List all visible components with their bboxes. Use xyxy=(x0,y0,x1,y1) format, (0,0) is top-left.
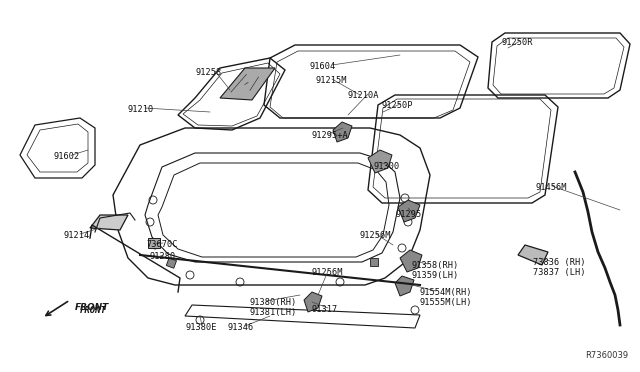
Text: 91346: 91346 xyxy=(228,323,254,332)
Text: 91295: 91295 xyxy=(396,210,422,219)
Text: FRONT: FRONT xyxy=(80,306,107,315)
Text: FRONT: FRONT xyxy=(75,303,109,312)
Text: 91602: 91602 xyxy=(54,152,80,161)
Text: 91210A: 91210A xyxy=(348,91,380,100)
Text: 91295+A: 91295+A xyxy=(311,131,348,140)
Bar xyxy=(148,238,160,248)
Polygon shape xyxy=(368,150,392,173)
Polygon shape xyxy=(395,276,414,296)
Text: 91214: 91214 xyxy=(63,231,89,240)
Text: 73836 (RH): 73836 (RH) xyxy=(533,258,586,267)
Text: 91380(RH): 91380(RH) xyxy=(249,298,296,307)
Text: 91258: 91258 xyxy=(195,68,221,77)
Text: 91359(LH): 91359(LH) xyxy=(411,271,458,280)
Text: 91358(RH): 91358(RH) xyxy=(411,261,458,270)
Text: 91381(LH): 91381(LH) xyxy=(249,308,296,317)
Text: 91380E: 91380E xyxy=(185,323,216,332)
Text: 73837 (LH): 73837 (LH) xyxy=(533,268,586,277)
Text: 91456M: 91456M xyxy=(535,183,566,192)
Bar xyxy=(166,258,177,268)
Text: 91250R: 91250R xyxy=(502,38,534,47)
Polygon shape xyxy=(518,245,548,265)
Text: 91250P: 91250P xyxy=(381,101,413,110)
Polygon shape xyxy=(400,250,422,272)
Polygon shape xyxy=(398,200,420,222)
Polygon shape xyxy=(304,292,322,312)
Polygon shape xyxy=(220,68,275,100)
Text: 91555M(LH): 91555M(LH) xyxy=(419,298,472,307)
Text: 91256M: 91256M xyxy=(359,231,390,240)
Bar xyxy=(370,258,378,266)
Text: 91317: 91317 xyxy=(311,305,337,314)
Text: 91256M: 91256M xyxy=(311,268,342,277)
Text: 91210: 91210 xyxy=(128,105,154,114)
Text: 73670C: 73670C xyxy=(146,240,177,249)
Text: 91215M: 91215M xyxy=(316,76,348,85)
Text: 91300: 91300 xyxy=(373,162,399,171)
Text: R7360039: R7360039 xyxy=(585,351,628,360)
Polygon shape xyxy=(333,122,352,142)
Text: 91604: 91604 xyxy=(310,62,336,71)
Polygon shape xyxy=(90,215,128,230)
Text: 91280: 91280 xyxy=(149,252,175,261)
Text: 91554M(RH): 91554M(RH) xyxy=(419,288,472,297)
